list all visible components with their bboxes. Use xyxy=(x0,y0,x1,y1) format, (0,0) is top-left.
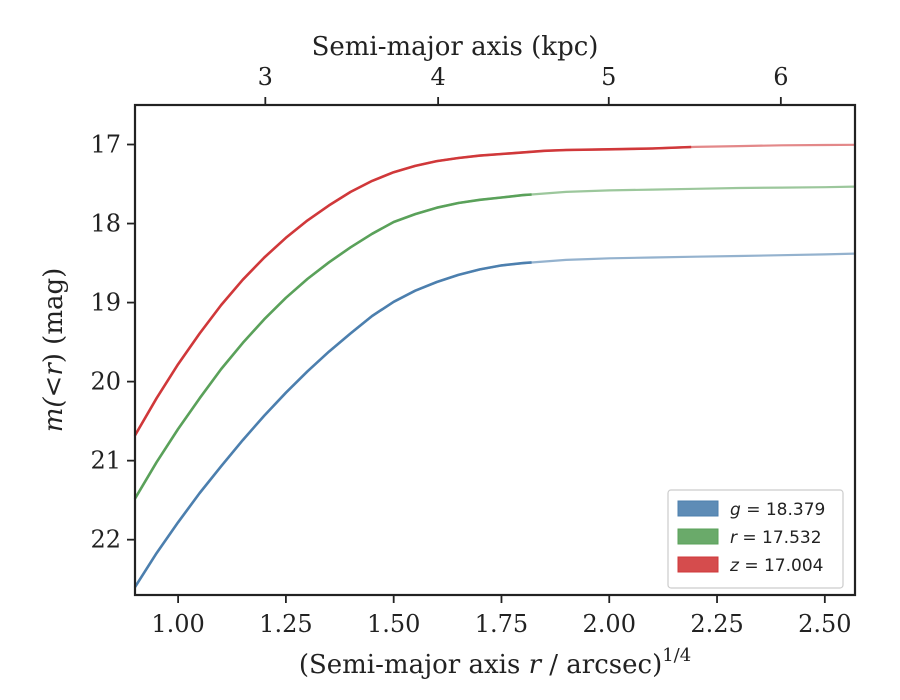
legend: g = 18.379 r = 17.532 z = 17.004 xyxy=(667,489,844,589)
y-tick-label: 21 xyxy=(90,447,121,475)
legend-label-z: z = 17.004 xyxy=(729,556,823,576)
x-tick-label: 1.25 xyxy=(259,610,312,638)
x-tick-label: 1.75 xyxy=(475,610,528,638)
y-tick-label: 18 xyxy=(90,210,121,238)
y-tick-label: 22 xyxy=(90,526,121,554)
x-tick-label: 2.25 xyxy=(690,610,743,638)
x-axis-title: (Semi-major axis r / arcsec)1/4 xyxy=(299,645,691,680)
x-tick-label: 1.50 xyxy=(367,610,420,638)
legend-swatch-r xyxy=(677,528,719,545)
top-tick-label: 6 xyxy=(773,63,788,91)
legend-swatch-g xyxy=(677,500,719,517)
top-tick-label: 3 xyxy=(258,63,273,91)
series-line-z xyxy=(133,145,692,437)
series-line-g xyxy=(133,261,532,588)
y-tick-label: 20 xyxy=(90,368,121,396)
legend-label-g: g = 18.379 xyxy=(730,500,825,520)
top-axis-title: Semi-major axis (kpc) xyxy=(312,32,599,62)
plot-frame xyxy=(133,103,857,597)
x-tick-label: 2.00 xyxy=(583,610,636,638)
x-tick-label: 2.50 xyxy=(798,610,851,638)
x-tick-label: 1.00 xyxy=(151,610,204,638)
axis-ticks: 1.00 1.25 1.50 1.75 2.00 2.25 2.50 17 18 19 20 21 22… xyxy=(90,63,851,638)
series-lines xyxy=(133,143,857,589)
y-axis-title: m(<r) (mag) xyxy=(39,268,69,433)
top-tick-label: 5 xyxy=(601,63,616,91)
series-line-r xyxy=(133,193,532,500)
legend-swatch-z xyxy=(677,556,719,573)
legend-label-r: r = 17.532 xyxy=(730,528,822,548)
top-tick-label: 4 xyxy=(430,63,445,91)
y-tick-label: 17 xyxy=(90,131,121,159)
y-tick-label: 19 xyxy=(90,289,121,317)
